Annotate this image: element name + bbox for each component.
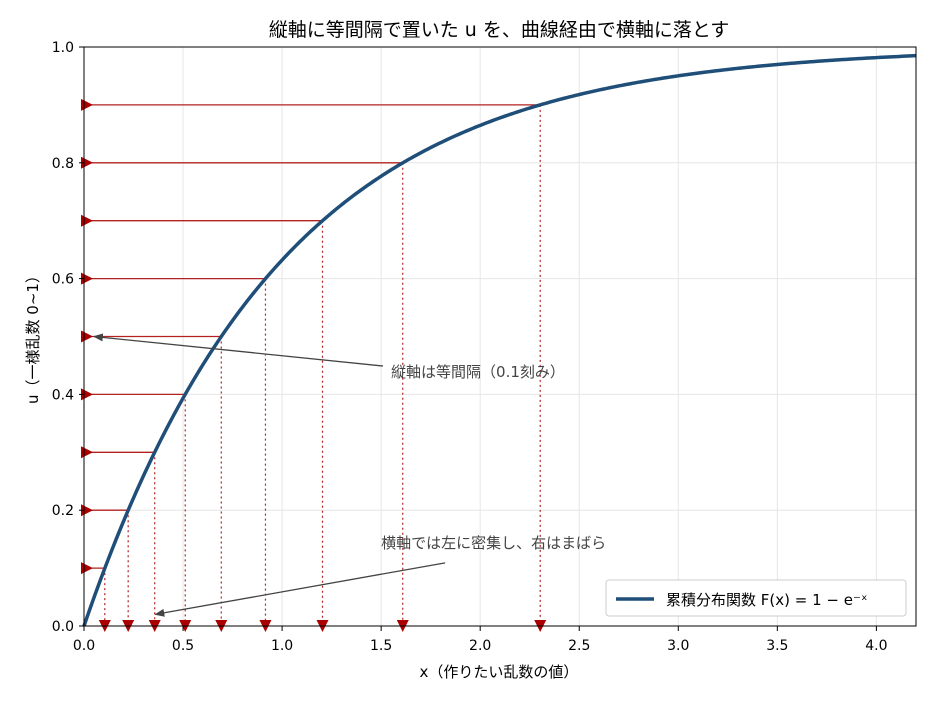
annotation-text: 横軸では左に密集し、右はまばら <box>381 534 606 552</box>
x-tick-label: 2.0 <box>469 638 491 654</box>
y-tick-label: 0.4 <box>52 387 74 403</box>
legend-label: 累積分布関数 F(x) = 1 − e⁻ˣ <box>666 591 868 609</box>
x-tick-label: 1.0 <box>271 638 293 654</box>
y-tick-label: 0.2 <box>52 503 74 519</box>
x-tick-label: 3.0 <box>667 638 689 654</box>
plot-frame <box>83 46 917 627</box>
chart-title: 縦軸に等間隔で置いた u を、曲線経由で横軸に落とす <box>269 19 730 41</box>
x-tick-label: 0.5 <box>172 638 194 654</box>
annotation-text: 縦軸は等間隔（0.1刻み） <box>391 363 565 381</box>
x-tick-label: 4.0 <box>865 638 887 654</box>
mapping-lines <box>84 104 541 626</box>
y-tick-label: 1.0 <box>52 40 74 56</box>
curve-layer <box>82 53 917 627</box>
x-tick-label: 2.5 <box>568 638 590 654</box>
annotation-arrow <box>92 333 384 367</box>
legend-box <box>605 579 907 617</box>
y-axis-label: u（一様乱数 0~1） <box>24 268 42 404</box>
y-tick-label: 0.6 <box>52 272 74 288</box>
x-tick-label: 0.0 <box>73 638 95 654</box>
y-tick-label: 0.0 <box>52 619 74 635</box>
y-tick-label: 0.8 <box>52 156 74 172</box>
x-tick-label: 1.5 <box>370 638 392 654</box>
cdf-curve <box>82 53 917 627</box>
x-axis-label: x（作りたい乱数の値） <box>420 663 579 681</box>
ticks: 0.0 0.5 1.0 1.5 2.0 2.5 3.0 3.5 4.0 0.0 0.2 0.4 0.6 0… <box>52 40 888 654</box>
annotations: 縦軸は等間隔（0.1刻み） 横軸では左に密集し、右はまばら <box>92 333 606 617</box>
legend: 累積分布関数 F(x) = 1 − e⁻ˣ <box>605 579 907 617</box>
annotation-arrow <box>154 562 446 617</box>
x-tick-label: 3.5 <box>766 638 788 654</box>
